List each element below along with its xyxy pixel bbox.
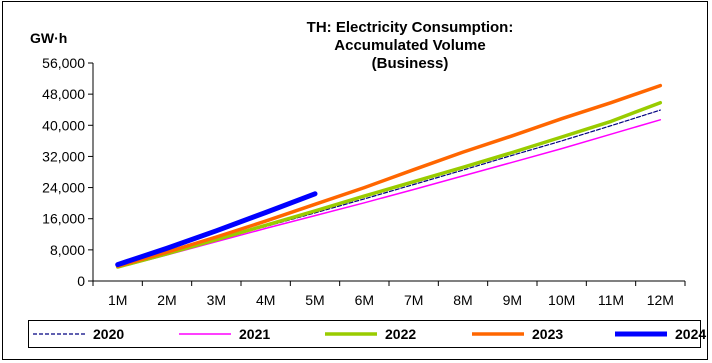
legend-item-2022: 2022 bbox=[321, 321, 416, 347]
legend-label: 2022 bbox=[385, 326, 417, 342]
y-tick-label: 24,000 bbox=[42, 180, 85, 196]
x-tick-label: 4M bbox=[256, 292, 275, 308]
chart-title-line-3: (Business) bbox=[371, 55, 449, 72]
legend-swatch bbox=[33, 333, 85, 335]
y-tick-label: 0 bbox=[77, 273, 85, 289]
legend-label: 2020 bbox=[93, 326, 125, 342]
legend-item-2024: 2024 bbox=[611, 321, 706, 347]
y-tick-label: 16,000 bbox=[42, 211, 85, 227]
chart-title-line-2: Accumulated Volume bbox=[334, 37, 486, 54]
y-tick-label: 32,000 bbox=[42, 148, 85, 164]
chart-title-line-1: TH: Electricity Consumption: bbox=[306, 19, 514, 36]
y-tick-label: 56,000 bbox=[42, 55, 85, 71]
x-tick-label: 7M bbox=[404, 292, 423, 308]
x-tick-label: 8M bbox=[453, 292, 472, 308]
legend-item-2020: 2020 bbox=[29, 321, 124, 347]
series-line-2021 bbox=[116, 119, 662, 269]
x-tick-label: 1M bbox=[108, 292, 127, 308]
x-tick-label: 3M bbox=[207, 292, 226, 308]
y-tick-label: 40,000 bbox=[42, 117, 85, 133]
legend-label: 2024 bbox=[675, 326, 707, 342]
legend-label: 2023 bbox=[532, 326, 564, 342]
x-tick-label: 10M bbox=[548, 292, 575, 308]
series-line-2022 bbox=[115, 100, 663, 269]
y-tick-label: 48,000 bbox=[42, 86, 85, 102]
x-tick-label: 12M bbox=[647, 292, 674, 308]
x-tick-label: 2M bbox=[157, 292, 176, 308]
series-line-2024 bbox=[115, 191, 318, 268]
y-unit-label: GW·h bbox=[30, 30, 68, 46]
legend-item-2023: 2023 bbox=[468, 321, 563, 347]
legend-swatch bbox=[472, 332, 524, 336]
legend-swatch bbox=[179, 333, 231, 335]
legend-swatch bbox=[615, 331, 667, 337]
x-tick-label: 9M bbox=[503, 292, 522, 308]
legend-swatch bbox=[325, 332, 377, 336]
x-tick-label: 5M bbox=[305, 292, 324, 308]
x-tick-label: 11M bbox=[598, 292, 624, 308]
y-tick-label: 8,000 bbox=[50, 242, 85, 258]
legend-label: 2021 bbox=[239, 326, 271, 342]
legend-item-2021: 2021 bbox=[175, 321, 270, 347]
legend: 2020 2021 2022 2023 2024 bbox=[28, 320, 706, 348]
series-line-2023 bbox=[115, 83, 663, 268]
x-tick-label: 6M bbox=[355, 292, 374, 308]
